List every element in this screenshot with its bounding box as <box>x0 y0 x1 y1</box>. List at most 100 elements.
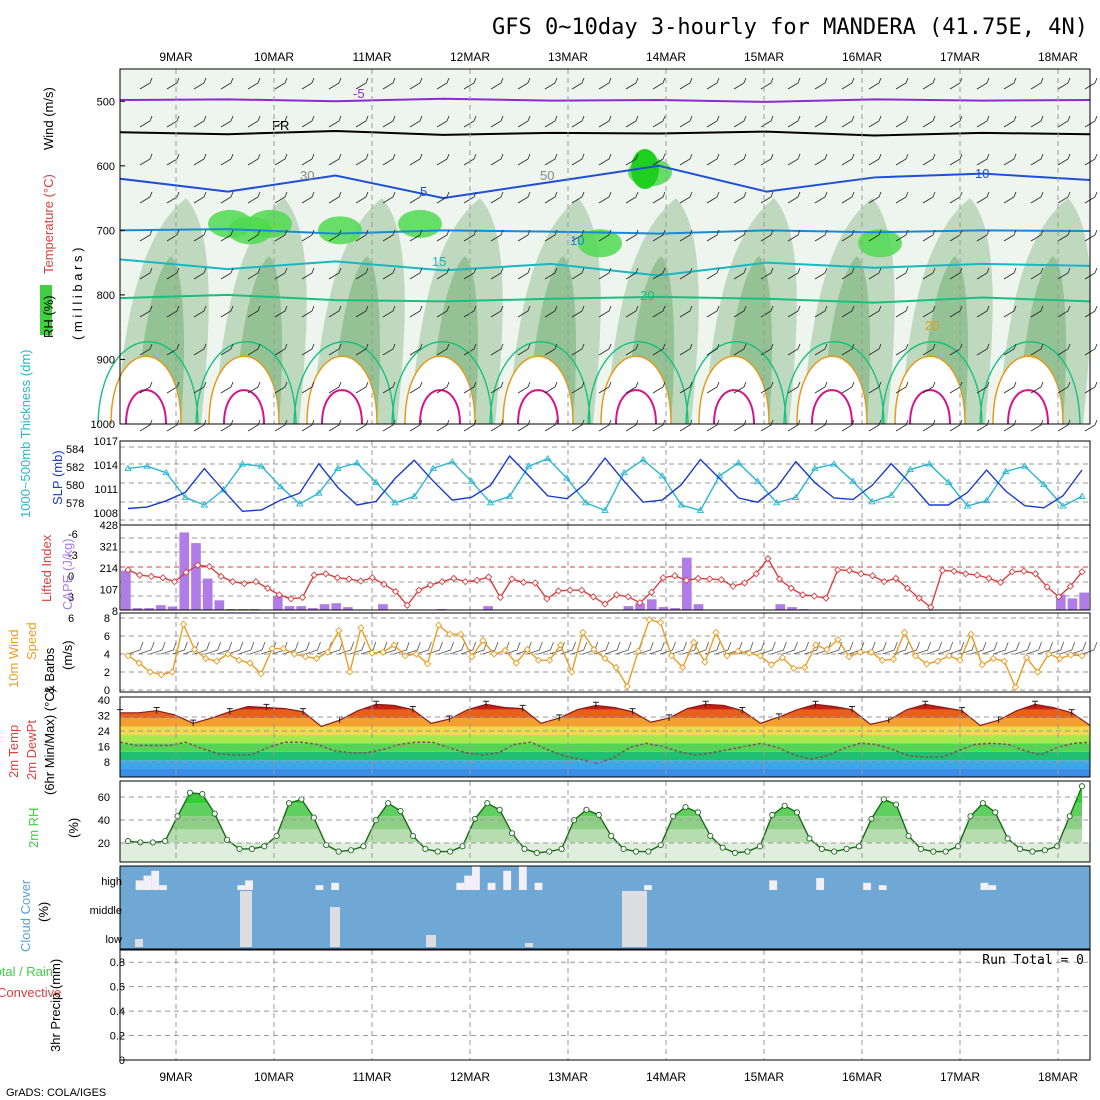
wind-barb <box>544 77 558 90</box>
rh-line-point <box>583 806 590 813</box>
wind-barb <box>1057 343 1071 356</box>
wind-barb <box>814 305 828 318</box>
lifted-index-line-point <box>764 554 772 563</box>
wind-barb <box>328 115 342 128</box>
cloud-unit-label: (%) <box>36 902 51 922</box>
wind-barb <box>571 191 585 204</box>
wind-barb <box>436 419 450 432</box>
thickness-line-point <box>925 460 934 467</box>
wind-barb <box>490 191 504 204</box>
isotherm-10 <box>119 228 1091 235</box>
lifted-index-line-point <box>729 582 737 590</box>
temp-band <box>120 760 1090 769</box>
isotherm-20-bowl <box>979 341 1081 425</box>
slp-line <box>127 454 1083 513</box>
wind-barb <box>1030 115 1044 128</box>
wind-barb <box>544 267 558 280</box>
wind-barb <box>463 77 477 90</box>
temp-minmax-mark <box>592 701 599 709</box>
wind-barb <box>841 381 855 394</box>
lifted-index-line-point <box>287 595 295 603</box>
cloud-mid-low-cell <box>330 907 340 947</box>
wind-speed-line-point <box>335 626 343 635</box>
wind-barb <box>328 381 342 394</box>
rh-high-blob <box>631 149 659 190</box>
date-label-bottom: 11MAR <box>352 1070 391 1084</box>
cape-bar <box>1079 592 1089 610</box>
rh-line-point <box>992 809 999 816</box>
surface-wind-barb <box>360 641 377 655</box>
wind-speed-line-point <box>701 658 709 666</box>
wind-barb <box>328 153 342 166</box>
lifted-index-line-point <box>612 591 621 599</box>
cape-bar <box>787 607 797 610</box>
slp-axis-label: SLP (mb) <box>50 450 65 505</box>
wind-barb <box>841 419 855 432</box>
wind-speed-line-point <box>568 668 576 676</box>
lifted-index-line-point <box>333 574 342 582</box>
cape-axis-label: CAPE (J/kg) <box>60 538 75 610</box>
lifted-index-line-point <box>694 574 702 583</box>
wind-speed-line-point <box>978 661 986 669</box>
wind-axis-label: Wind (m/s) <box>41 87 56 150</box>
wind-speed-line-point <box>889 655 898 664</box>
wind-barb <box>166 419 180 432</box>
rh-axis-label: RH (%) <box>41 295 56 338</box>
isotherm--5 <box>119 97 1091 103</box>
wind-speed-line-point <box>390 641 398 649</box>
cape-bar <box>378 604 388 610</box>
temp-minmax-mark <box>263 703 270 711</box>
rh-tick-label: 40 <box>98 815 110 827</box>
wind-barb <box>382 153 396 166</box>
surface-wind-barb <box>904 641 920 655</box>
isotherm-30 <box>909 389 951 425</box>
wind-barb <box>139 343 153 356</box>
wind-barb <box>571 77 585 90</box>
lifted-index-line-point <box>682 576 691 584</box>
isotherm-30 <box>713 389 755 425</box>
wind-barb <box>841 229 855 242</box>
li-tick-label: -6 <box>68 529 78 541</box>
slp-tick-label: 1014 <box>94 460 118 472</box>
surface-wind-barb <box>283 641 299 655</box>
temp-minmax-mark <box>1068 709 1075 716</box>
wind-speed-line-point <box>312 654 321 663</box>
wind-speed-line-point <box>856 648 864 656</box>
rh-line-point <box>620 845 627 852</box>
date-label-top: 15MAR <box>744 50 784 64</box>
surface-wind-barb <box>893 641 909 655</box>
lifted-index-axis-label: Lifted Index <box>39 534 54 602</box>
temp2m-axis-label-1: 2m Temp <box>6 725 21 778</box>
wind-barb <box>436 381 450 394</box>
wind-barb <box>247 115 261 128</box>
wind-barb <box>193 267 207 280</box>
wind-barb <box>382 77 396 90</box>
lifted-index-line-point <box>589 593 598 601</box>
wind-speed-line-point <box>712 628 720 637</box>
wind-barb <box>895 305 909 318</box>
wind-barb <box>625 229 639 242</box>
wind-barb <box>1084 267 1098 280</box>
isotherm-30 <box>419 389 461 425</box>
wind-barb <box>976 153 990 166</box>
wind-speed-line-point <box>801 663 809 672</box>
temp-minmax-mark <box>702 700 709 708</box>
wind-barb <box>949 267 963 280</box>
lifted-index-line-point <box>775 575 784 583</box>
wind-barb <box>1003 191 1017 204</box>
wind-barb <box>544 191 558 204</box>
wind-speed-line-point <box>1045 650 1053 658</box>
surface-wind-barb <box>416 641 432 655</box>
wind-barb <box>571 381 585 394</box>
date-label-bottom: 10MAR <box>254 1070 294 1084</box>
cloud-high-cell <box>816 878 825 890</box>
cloud-high-cell <box>456 882 465 890</box>
cloud-frame <box>119 865 1091 950</box>
lifted-index-line-point <box>229 578 237 586</box>
wind-barb <box>652 267 666 280</box>
wind-barb <box>274 267 288 280</box>
wind-barb <box>652 381 666 394</box>
cloud-high-cell <box>503 870 512 890</box>
isotherm-20 <box>119 293 1091 304</box>
wind-barb <box>301 153 315 166</box>
